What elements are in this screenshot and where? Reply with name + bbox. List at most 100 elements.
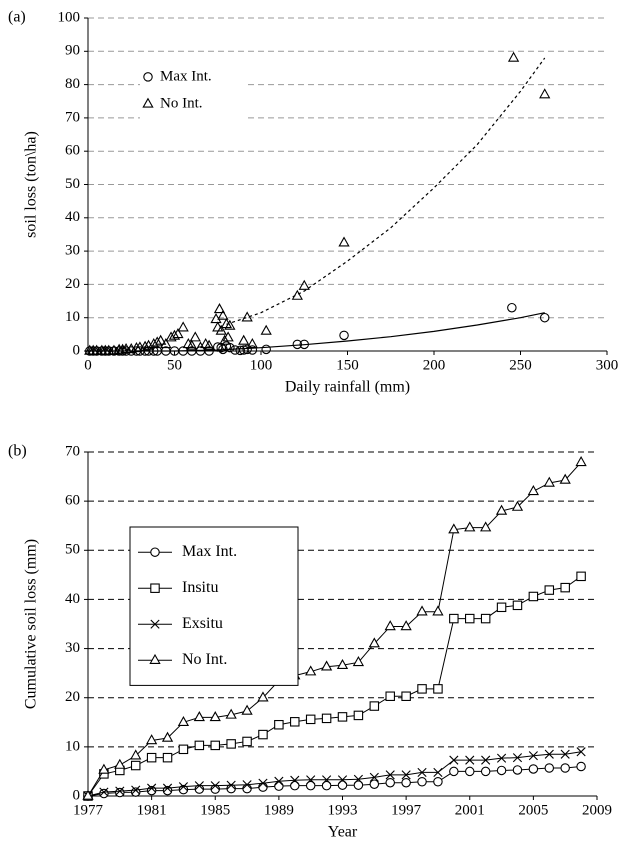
marker xyxy=(353,710,364,721)
x-tick-label: 300 xyxy=(596,357,619,373)
panel-label: (b) xyxy=(8,443,27,460)
x-tick-label: 1993 xyxy=(328,802,358,818)
marker xyxy=(189,331,201,342)
marker xyxy=(384,620,396,631)
marker xyxy=(480,613,491,624)
marker xyxy=(258,782,268,792)
x-tick-label: 50 xyxy=(167,357,182,373)
marker xyxy=(242,783,252,794)
marker xyxy=(219,334,231,345)
y-tick-label: 50 xyxy=(65,176,80,192)
x-tick-label: 2005 xyxy=(518,802,548,818)
x-tick-label: 2001 xyxy=(455,802,485,818)
marker xyxy=(481,755,491,765)
marker xyxy=(210,740,221,751)
marker xyxy=(576,747,586,757)
marker xyxy=(449,755,459,765)
marker xyxy=(225,342,235,353)
marker xyxy=(507,51,520,62)
marker xyxy=(337,712,348,722)
marker xyxy=(209,711,221,722)
y-tick-label: 70 xyxy=(65,109,80,125)
marker xyxy=(224,319,236,330)
marker xyxy=(242,780,252,790)
marker xyxy=(432,605,444,616)
marker xyxy=(178,782,189,792)
marker xyxy=(496,602,507,613)
marker xyxy=(82,789,94,800)
marker xyxy=(261,344,271,355)
y-tick-label: 60 xyxy=(65,143,80,159)
marker xyxy=(178,784,189,795)
marker xyxy=(242,736,252,747)
marker xyxy=(465,755,475,765)
marker xyxy=(177,715,190,727)
marker xyxy=(336,658,349,670)
y-axis-label: soil loss (ton\ha) xyxy=(23,131,40,238)
marker xyxy=(186,339,198,350)
x-tick-label: 0 xyxy=(84,357,92,373)
marker xyxy=(448,523,460,534)
y-tick-label: 10 xyxy=(65,738,80,754)
marker xyxy=(274,781,284,791)
marker xyxy=(305,780,316,791)
x-tick-label: 2009 xyxy=(582,802,612,818)
panel-label: (a) xyxy=(8,9,26,26)
marker xyxy=(496,765,507,776)
marker xyxy=(368,637,380,648)
x-tick-label: 1985 xyxy=(200,802,230,818)
legend-label: Max Int. xyxy=(182,543,237,560)
marker xyxy=(99,788,109,799)
x-axis-label: Daily rainfall (mm) xyxy=(285,379,410,396)
y-tick-label: 80 xyxy=(65,76,80,92)
marker xyxy=(151,336,163,347)
marker xyxy=(385,770,395,780)
y-tick-label: 0 xyxy=(73,787,81,803)
marker xyxy=(433,767,443,777)
x-tick-label: 150 xyxy=(336,357,359,373)
marker xyxy=(155,334,167,345)
marker xyxy=(194,781,204,791)
marker xyxy=(495,504,508,515)
y-tick-label: 40 xyxy=(65,209,80,225)
marker xyxy=(222,331,234,342)
marker xyxy=(480,766,491,777)
marker xyxy=(98,763,110,774)
trend-line xyxy=(226,57,546,325)
marker xyxy=(401,691,411,701)
legend-label: Insitu xyxy=(182,579,218,596)
marker xyxy=(401,770,411,780)
marker xyxy=(238,334,250,345)
marker xyxy=(353,780,364,790)
marker xyxy=(194,341,207,352)
y-tick-label: 90 xyxy=(65,43,80,59)
marker xyxy=(298,279,310,290)
marker xyxy=(130,760,141,771)
marker xyxy=(528,591,539,602)
marker xyxy=(338,236,350,247)
legend-marker xyxy=(150,619,160,629)
marker xyxy=(258,729,268,740)
marker xyxy=(576,571,586,582)
marker xyxy=(539,312,550,323)
marker xyxy=(194,740,205,751)
marker xyxy=(257,691,269,702)
legend-label: Max Int. xyxy=(160,68,212,84)
marker xyxy=(241,704,253,715)
marker xyxy=(292,339,303,350)
marker xyxy=(247,345,258,355)
marker xyxy=(512,765,523,775)
marker xyxy=(544,749,554,759)
marker xyxy=(203,339,215,350)
y-tick-label: 20 xyxy=(65,689,80,705)
x-tick-label: 250 xyxy=(509,357,532,373)
marker xyxy=(560,763,570,773)
y-tick-label: 30 xyxy=(65,640,80,656)
marker xyxy=(528,751,538,761)
marker xyxy=(576,761,586,772)
marker xyxy=(218,344,228,355)
marker xyxy=(130,749,142,760)
marker xyxy=(417,767,427,777)
marker xyxy=(99,787,109,797)
marker xyxy=(449,613,459,624)
